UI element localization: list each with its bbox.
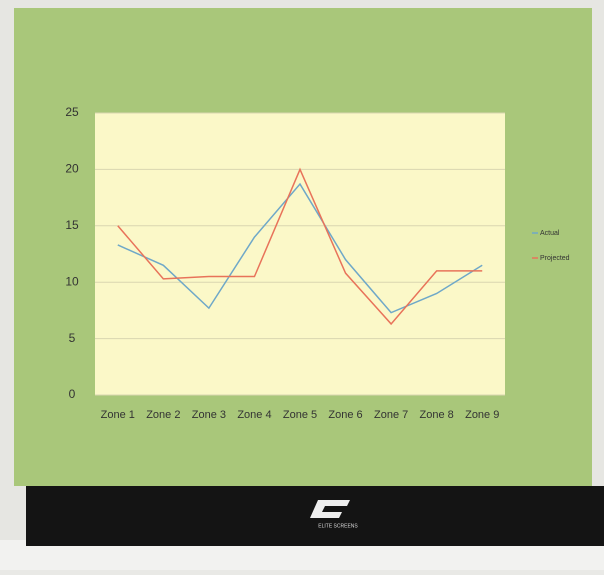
legend-label: Projected [540, 255, 570, 262]
x-tick-label: Zone 3 [192, 409, 226, 421]
x-tick-label: Zone 2 [146, 409, 180, 421]
x-tick-label: Zone 1 [101, 409, 135, 421]
brand-logo [310, 500, 350, 518]
x-tick-label: Zone 6 [328, 409, 362, 421]
legend-label: Actual [540, 230, 560, 237]
x-tick-label: Zone 5 [283, 409, 317, 421]
y-tick-label: 10 [65, 274, 79, 288]
y-tick-label: 20 [65, 162, 79, 176]
y-tick-label: 25 [65, 105, 79, 119]
brand-text: ELITE SCREENS [318, 523, 358, 529]
plot-area [95, 113, 505, 395]
y-tick-label: 15 [65, 218, 79, 232]
series-line [117, 182, 483, 314]
x-tick-label: Zone 4 [237, 409, 271, 421]
y-tick-label: 5 [69, 331, 76, 345]
series-line [117, 167, 483, 326]
x-tick-label: Zone 9 [465, 409, 499, 421]
x-tick-label: Zone 7 [374, 409, 408, 421]
x-tick-label: Zone 8 [420, 409, 454, 421]
y-tick-label: 0 [69, 387, 76, 401]
